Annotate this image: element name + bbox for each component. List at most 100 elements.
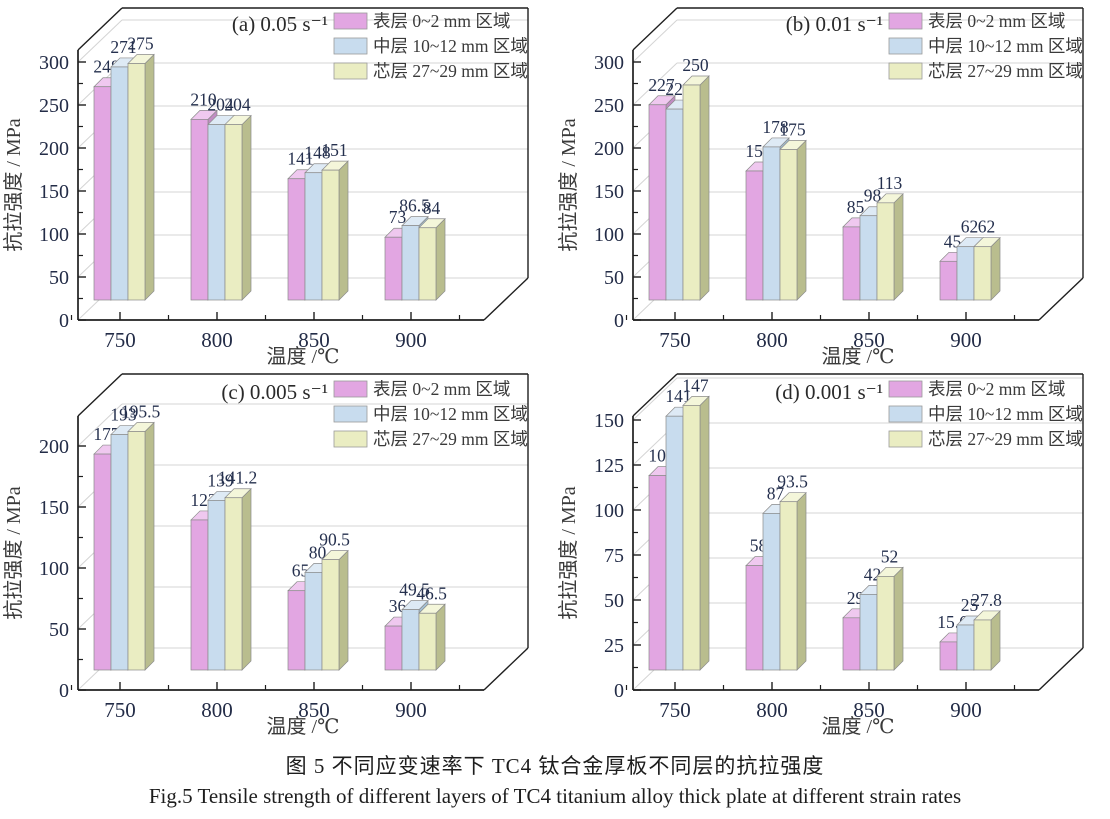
legend-label: 表层 0~2 mm 区域 (373, 379, 510, 399)
y-tick-label: 200 (594, 138, 624, 160)
bar (859, 594, 878, 671)
bar (321, 559, 340, 671)
bar (762, 513, 781, 671)
bar (93, 86, 112, 301)
legend-label: 芯层 27~29 mm 区域 (373, 61, 528, 81)
legend-label: 表层 0~2 mm 区域 (373, 11, 510, 31)
bar-side-face (241, 114, 252, 301)
bar (648, 475, 667, 671)
legend-swatch (333, 430, 368, 448)
y-tick-label: 125 (594, 455, 624, 477)
y-tick-label: 200 (39, 138, 69, 160)
panel-strain-rate-label: (a) 0.05 s⁻¹ (232, 12, 328, 36)
bar-side-face (338, 160, 349, 301)
bar-value-label: 86.5 (399, 196, 430, 216)
bar-value-label: 193 (110, 405, 137, 425)
y-tick-label: 100 (39, 224, 69, 246)
y-axis-title: 抗拉强度 / MPa (557, 118, 580, 251)
bar-value-label: 204 (224, 95, 251, 115)
bar (842, 617, 861, 671)
gridline-diagonal (632, 62, 678, 106)
y-tick-label: 100 (594, 500, 624, 522)
bar-value-label: 73 (389, 207, 407, 227)
bar-side-face (699, 395, 710, 671)
x-axis-title: 温度 /℃ (822, 715, 895, 738)
bar (287, 590, 306, 671)
bar (745, 565, 764, 671)
figure-caption: 图 5 不同应变速率下 TC4 钛合金厚板不同层的抗拉强度 Fig.5 Tens… (0, 750, 1110, 809)
legend-label: 芯层 27~29 mm 区域 (928, 61, 1083, 81)
bar (418, 612, 437, 671)
legend-swatch (888, 405, 923, 423)
x-tick-label: 900 (950, 328, 982, 352)
frame-floor-right-edge (483, 647, 529, 691)
bar (110, 434, 129, 671)
bar-side-face (893, 566, 904, 671)
bar-value-label: 113 (877, 173, 903, 193)
bar-side-face (699, 75, 710, 301)
bar (224, 497, 243, 671)
y-tick-label: 50 (49, 619, 69, 641)
x-axis-title: 温度 /℃ (822, 345, 895, 368)
gridline-diagonal (632, 19, 678, 63)
y-tick-label: 50 (604, 590, 624, 612)
legend-swatch (888, 62, 923, 80)
bar-value-label: 49.5 (399, 580, 430, 600)
y-tick-label: 200 (39, 436, 69, 458)
y-tick-label: 250 (594, 95, 624, 117)
bar-value-label: 25 (961, 595, 979, 615)
bar (876, 576, 895, 671)
y-tick-label: 25 (604, 635, 624, 657)
x-tick-label: 750 (659, 328, 691, 352)
bar-value-label: 98 (864, 186, 882, 206)
bar (384, 236, 403, 301)
legend-swatch (333, 405, 368, 423)
y-tick-label: 250 (39, 95, 69, 117)
y-tick-label: 0 (614, 680, 624, 702)
bar (207, 500, 226, 671)
y-tick-label: 50 (49, 267, 69, 289)
y-tick-label: 100 (39, 558, 69, 580)
bar-value-label: 275 (127, 34, 154, 54)
x-tick-label: 850 (298, 328, 330, 352)
legend-label: 中层 10~12 mm 区域 (373, 404, 528, 424)
bar-side-face (435, 603, 446, 671)
bar (745, 170, 764, 301)
bar (384, 625, 403, 671)
gridline-diagonal (77, 19, 123, 63)
bar (859, 215, 878, 301)
x-tick-label: 800 (756, 698, 788, 722)
bar-value-label: 87 (767, 483, 785, 503)
caption-chinese: 图 5 不同应变速率下 TC4 钛合金厚板不同层的抗拉强度 (285, 754, 825, 778)
legend-label: 中层 10~12 mm 区域 (373, 36, 528, 56)
y-tick-label: 300 (39, 52, 69, 74)
bar (127, 63, 146, 301)
bar (973, 619, 992, 671)
gridline-diagonal (632, 377, 678, 421)
legend-label: 中层 10~12 mm 区域 (928, 404, 1083, 424)
bar (648, 104, 667, 301)
y-axis-title: 抗拉强度 / MPa (2, 118, 25, 251)
bar (842, 226, 861, 301)
frame-top-left-edge (632, 373, 678, 417)
bar (207, 124, 226, 301)
x-tick-label: 750 (104, 328, 136, 352)
bar (190, 519, 209, 671)
legend-swatch (888, 380, 923, 398)
bar (779, 149, 798, 301)
bar-side-face (144, 53, 155, 301)
bar-value-label: 62 (978, 217, 996, 237)
x-tick-label: 900 (950, 698, 982, 722)
bar (304, 572, 323, 671)
caption-english: Fig.5 Tensile strength of different laye… (148, 784, 962, 808)
frame-floor-right-edge (483, 277, 529, 321)
gridline-diagonal (77, 403, 123, 447)
bar (93, 453, 112, 671)
bar-value-label: 175 (779, 120, 806, 140)
bar-value-label: 93.5 (777, 472, 808, 492)
frame-floor-right-edge (1038, 277, 1084, 321)
bar (665, 415, 684, 671)
y-tick-label: 300 (594, 52, 624, 74)
